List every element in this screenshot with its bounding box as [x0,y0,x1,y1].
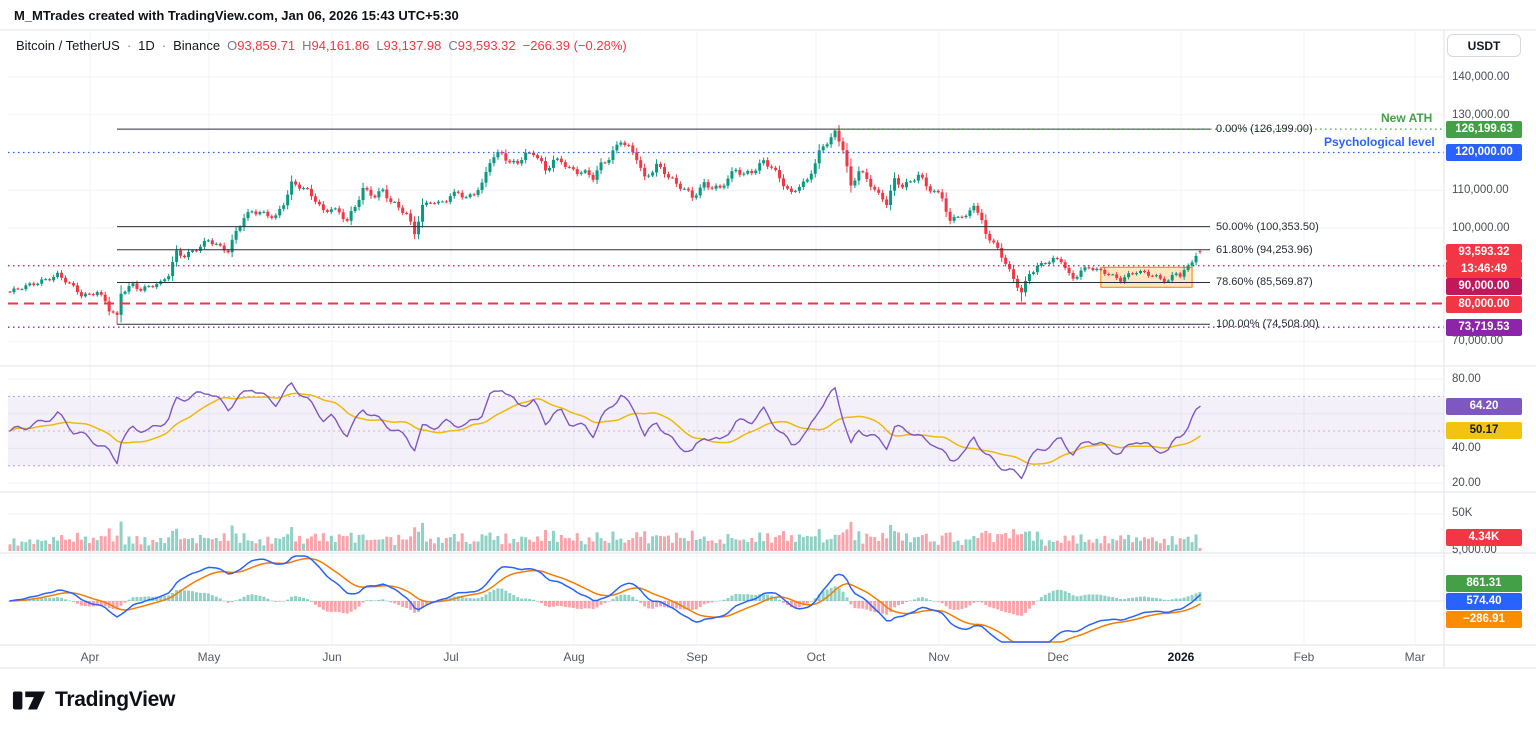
new-ath-label: New ATH [1381,111,1433,125]
time-axis-label: Mar [1404,650,1426,664]
fib-level-label: 100.00% (74,508.00) [1216,318,1319,331]
fib-level-label: 50.00% (100,353.50) [1216,220,1319,233]
tradingview-logo-icon [12,691,46,710]
time-axis-label: Apr [80,650,100,664]
price-axis-badge: 13:46:49 [1446,260,1522,278]
price-axis-badge: 120,000.00 [1446,143,1522,161]
price-axis-badge: 126,199.63 [1446,120,1522,138]
exchange-label[interactable]: Binance [173,38,221,53]
currency-toggle-button[interactable]: USDT [1447,34,1521,57]
time-axis-label: Feb [1293,650,1315,664]
time-axis-label: Aug [563,650,585,664]
price-axis-label: 20.00 [1452,477,1481,489]
time-axis-label: May [197,650,221,664]
legend: Bitcoin / TetherUS · 1D · Binance O93,85… [16,38,627,53]
price-axis-badge: 574.40 [1446,592,1522,610]
price-axis-label: 130,000.00 [1452,109,1510,121]
time-axis-label: Dec [1047,650,1069,664]
symbol-name[interactable]: Bitcoin / TetherUS [16,38,120,53]
fib-level-label: 61.80% (94,253.96) [1216,243,1313,256]
price-axis-badge: 861.31 [1446,574,1522,592]
price-axis-label: 100,000.00 [1452,222,1510,234]
ohlc-close: C93,593.32 [448,38,516,53]
tradingview-logo-text: TradingView [55,688,176,711]
price-axis-badge: 73,719.53 [1446,318,1522,336]
change-value: −266.39 (−0.28%) [522,38,627,53]
ohlc-low: L93,137.98 [376,38,442,53]
price-axis-label: 40.00 [1452,442,1481,454]
price-axis-badge: 80,000.00 [1446,295,1522,313]
tradingview-logo[interactable]: TradingView [12,686,175,714]
time-axis-label: Nov [928,650,950,664]
time-axis-label: Jun [322,650,342,664]
price-axis-label: 140,000.00 [1452,71,1510,83]
price-axis-label: 5,000.00 [1452,544,1497,556]
interval-label[interactable]: 1D [138,38,155,53]
time-axis-label: Jul [443,650,459,664]
price-axis-label: 80.00 [1452,373,1481,385]
psychological-level-label: Psychological level [1324,135,1435,149]
price-axis-label: 70,000.00 [1452,335,1504,347]
price-axis-label: 110,000.00 [1452,184,1509,196]
price-axis-badge: 4.34K [1446,528,1522,546]
ohlc-high: H94,161.86 [302,38,370,53]
time-axis-label: 2026 [1167,650,1195,664]
price-axis-badge: 50.17 [1446,421,1522,439]
price-axis-label: 50K [1452,507,1473,519]
time-axis-label: Sep [686,650,708,664]
price-axis-badge: −286.91 [1446,610,1522,628]
attribution-text: M_MTrades created with TradingView.com, … [14,8,459,23]
price-axis-badge: 90,000.00 [1446,277,1522,295]
fib-level-label: 78.60% (85,569.87) [1216,276,1313,289]
time-axis-label: Oct [806,650,826,664]
legend-separator: · [126,38,132,53]
price-axis-badge: 93,593.32 [1446,243,1522,261]
fib-level-label: 0.00% (126,199.00) [1216,123,1313,136]
ohlc-open: O93,859.71 [227,38,296,53]
legend-separator: · [161,38,167,53]
price-axis-badge: 64.20 [1446,397,1522,415]
